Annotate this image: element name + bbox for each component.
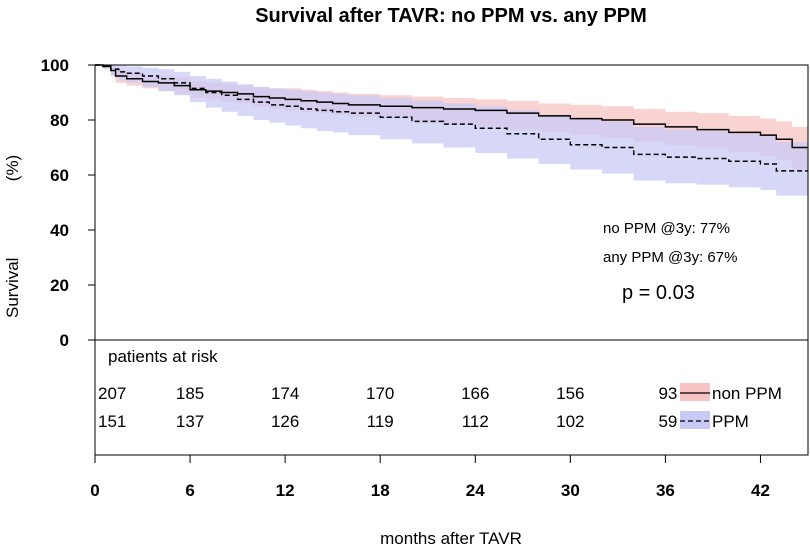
x-tick-label: 6: [185, 481, 194, 500]
p-value: p = 0.03: [622, 282, 695, 304]
y-tick-label: 20: [50, 276, 69, 295]
x-tick-label: 30: [561, 481, 580, 500]
chart-title: Survival after TAVR: no PPM vs. any PPM: [255, 5, 647, 27]
x-tick-label: 42: [751, 481, 770, 500]
y-tick-label: 100: [41, 56, 69, 75]
risk-value-non-ppm: 174: [271, 384, 299, 403]
x-axis: 0 6 12 18 24 30 36 42: [90, 454, 808, 500]
legend-swatch-non-ppm: [680, 383, 710, 401]
x-axis-label: months after TAVR: [380, 529, 522, 548]
risk-value-ppm: 151: [98, 412, 126, 431]
legend-swatch-ppm: [680, 411, 710, 429]
survival-line-non-ppm: [95, 64, 808, 149]
annotation-no-ppm: no PPM @3y: 77%: [603, 220, 730, 237]
risk-value-ppm: 119: [367, 412, 394, 431]
risk-value-ppm: 59: [658, 412, 677, 431]
risk-value-non-ppm: 207: [98, 384, 126, 403]
risk-value-ppm: 126: [271, 412, 299, 431]
y-tick-label: 80: [50, 111, 69, 130]
risk-value-ppm: 102: [556, 412, 584, 431]
legend-label-non-ppm: non PPM: [712, 384, 782, 403]
y-tick-label: 60: [50, 166, 69, 185]
x-tick-label: 12: [276, 481, 295, 500]
plot-area: [95, 64, 808, 196]
y-tick-label: 40: [50, 221, 69, 240]
annotation-any-ppm: any PPM @3y: 67%: [603, 249, 737, 266]
x-tick-label: 0: [90, 481, 99, 500]
x-tick-label: 24: [466, 481, 485, 500]
survival-line-ppm: [95, 64, 808, 172]
risk-table: 207 185 174 170 166 156 93 151 137 126 119 112 102 59: [98, 384, 677, 431]
risk-value-non-ppm: 170: [366, 384, 394, 403]
x-tick-label: 18: [371, 481, 390, 500]
risk-value-ppm: 137: [176, 412, 204, 431]
risk-value-non-ppm: 93: [658, 384, 677, 403]
legend: non PPM PPM: [680, 383, 782, 431]
x-tick-label: 36: [656, 481, 675, 500]
risk-value-non-ppm: 166: [461, 384, 489, 403]
risk-value-non-ppm: 156: [556, 384, 584, 403]
y-axis-label: Survival: [3, 258, 22, 318]
legend-label-ppm: PPM: [712, 412, 749, 431]
y-tick-label: 0: [60, 331, 69, 350]
risk-table-title: patients at risk: [108, 347, 218, 366]
y-axis-unit: (%): [3, 155, 22, 181]
y-axis: 0 20 40 60 80 100: [41, 56, 95, 350]
risk-value-ppm: 112: [462, 412, 489, 431]
risk-value-non-ppm: 185: [176, 384, 204, 403]
